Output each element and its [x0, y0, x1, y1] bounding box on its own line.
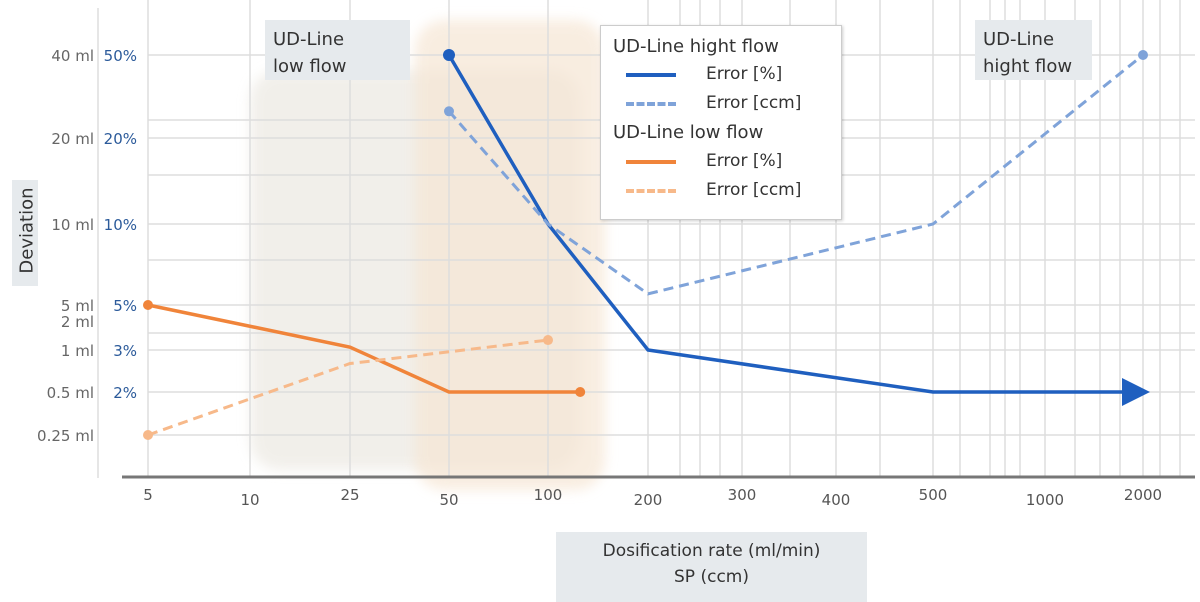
x-tick-label: 10	[240, 491, 259, 509]
x-axis-label: Dosification rate (ml/min) SP (ccm)	[556, 538, 867, 590]
y-tick-label-ml: 0.25 ml	[37, 427, 94, 445]
legend-swatch-solid-orange	[626, 160, 676, 164]
legend-entry: Error [%]	[706, 151, 783, 171]
region-high-flow	[415, 20, 605, 490]
legend-entry: Error [ccm]	[706, 93, 802, 113]
x-axis-label-box	[556, 532, 867, 602]
y-tick-label-percent: 50%	[104, 47, 137, 65]
x-axis-label-line2: SP (ccm)	[674, 567, 749, 587]
y-axis-label: Deviation	[16, 187, 38, 274]
y-tick-label-percent: 2%	[113, 384, 137, 402]
y-tick-label-ml: 20 ml	[51, 130, 94, 148]
y-tick-label-ml: 40 ml	[51, 47, 94, 65]
y-tick-label-ml: 10 ml	[51, 216, 94, 234]
y-tick-label-percent: 20%	[104, 130, 137, 148]
legend-swatch-dashed-blue	[626, 102, 676, 106]
high-flow-label-line2: hight flow	[983, 56, 1073, 77]
legend-swatch-dashed-orange	[626, 189, 676, 193]
x-tick-label: 50	[439, 491, 458, 509]
y-tick-label-ml: 5 ml	[61, 297, 94, 315]
x-tick-label: 5	[143, 486, 153, 504]
x-tick-label: 2000	[1124, 486, 1162, 504]
high-flow-label-line1: UD-Line	[983, 29, 1055, 50]
x-tick-label: 25	[340, 486, 359, 504]
data-point	[444, 106, 454, 117]
y-axis-label-box	[12, 180, 38, 286]
y-tick-label-ml: 2 ml	[61, 313, 94, 331]
x-tick-label: 300	[728, 486, 757, 504]
high-flow-label-box	[975, 20, 1092, 80]
y-tick-label-percent: 5%	[113, 297, 137, 315]
data-point	[543, 335, 553, 346]
data-point	[1138, 50, 1148, 60]
low-flow-label-line2: low flow	[273, 56, 347, 77]
legend: UD-Line hight flow Error [%] Error [ccm]…	[600, 25, 842, 220]
legend-group-title: UD-Line low flow	[613, 122, 764, 143]
data-point	[443, 49, 455, 61]
x-tick-label: 100	[534, 486, 563, 504]
series-line-3	[147, 338, 549, 437]
low-flow-label-box	[265, 20, 410, 80]
x-tick-label: 400	[822, 491, 851, 509]
data-point	[143, 300, 153, 310]
x-axis-label-line1: Dosification rate (ml/min)	[602, 541, 821, 561]
data-point	[575, 387, 586, 397]
high-flow-label: UD-Line hight flow	[983, 26, 1072, 80]
legend-entry: Error [%]	[706, 64, 783, 84]
data-point	[143, 430, 153, 440]
legend-entry: Error [ccm]	[706, 180, 802, 200]
series-line-0	[447, 54, 1150, 406]
x-tick-label: 500	[919, 486, 948, 504]
series-line-1	[447, 53, 1144, 296]
x-tick-label: 200	[634, 491, 663, 509]
x-tick-label: 1000	[1026, 491, 1064, 509]
low-flow-label: UD-Line low flow	[273, 26, 347, 80]
y-tick-label-ml: 1 ml	[61, 342, 94, 360]
y-tick-label-percent: 10%	[104, 216, 137, 234]
legend-group-title: UD-Line hight flow	[613, 36, 779, 57]
legend-swatch-solid-blue	[626, 73, 676, 77]
series-line-2	[147, 303, 581, 394]
low-flow-label-line1: UD-Line	[273, 29, 345, 50]
y-tick-label-percent: 3%	[113, 342, 137, 360]
y-tick-label-ml: 0.5 ml	[47, 384, 94, 402]
